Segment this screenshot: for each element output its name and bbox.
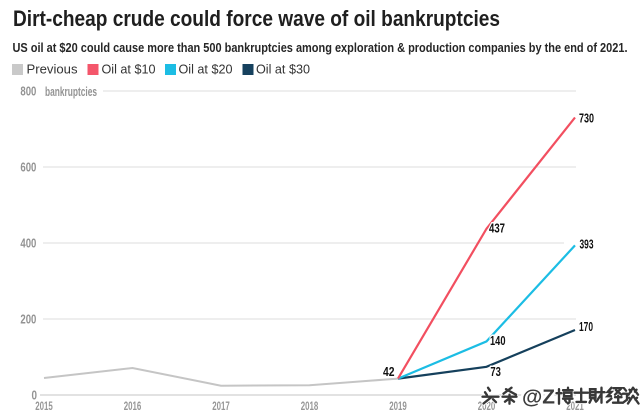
svg-text:730: 730 <box>579 112 594 126</box>
svg-text:Previous: Previous <box>27 62 79 77</box>
svg-text:Oil at $10: Oil at $10 <box>102 62 156 77</box>
svg-text:Oil at $20: Oil at $20 <box>179 62 233 77</box>
svg-text:Oil at $30: Oil at $30 <box>256 62 310 77</box>
svg-text:US oil at $20 could cause more: US oil at $20 could cause more than 500 … <box>13 41 628 55</box>
svg-text:400: 400 <box>20 236 36 250</box>
svg-text:170: 170 <box>579 320 593 334</box>
svg-text:73: 73 <box>490 365 501 379</box>
svg-text:2016: 2016 <box>124 401 142 413</box>
svg-text:0: 0 <box>32 388 38 402</box>
svg-text:600: 600 <box>20 160 36 174</box>
svg-text:200: 200 <box>20 312 36 326</box>
svg-text:2018: 2018 <box>301 401 319 413</box>
svg-text:@Z: @Z <box>522 387 555 409</box>
svg-text:437: 437 <box>489 221 505 235</box>
svg-text:2017: 2017 <box>212 401 230 413</box>
svg-text:Dirt-cheap crude could force w: Dirt-cheap crude could force wave of oil… <box>13 6 500 31</box>
svg-text:800: 800 <box>20 84 36 98</box>
svg-text:2015: 2015 <box>35 401 53 413</box>
svg-text:393: 393 <box>580 237 594 251</box>
svg-text:bankruptcies: bankruptcies <box>45 85 97 99</box>
svg-text:2019: 2019 <box>389 401 407 413</box>
svg-text:42: 42 <box>383 365 395 379</box>
svg-text:140: 140 <box>490 334 506 348</box>
